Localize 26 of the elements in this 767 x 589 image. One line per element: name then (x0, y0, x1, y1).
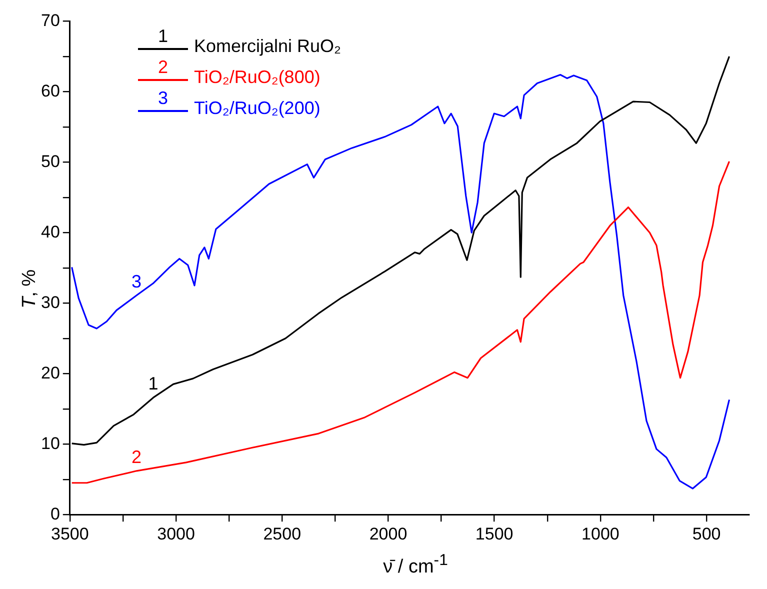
annotation: 3 (132, 271, 142, 292)
legend-label: Komercijalni RuO₂ (194, 36, 342, 57)
text: 1 (158, 26, 168, 46)
y-axis-title: T, % (19, 269, 40, 309)
legend-label: TiO₂/RuO₂(200) (194, 98, 320, 119)
x-tick-label: 3500 (50, 524, 89, 544)
x-tick-label: 1000 (582, 524, 620, 544)
y-tick-label: 70 (40, 10, 60, 30)
y-tick-label: 30 (40, 292, 60, 312)
x-tick-label: 1500 (475, 524, 514, 544)
text: 2 (158, 57, 168, 77)
x-tick-label: 500 (692, 524, 721, 544)
y-tick-label: 40 (40, 222, 60, 242)
x-tick-label: 3000 (157, 524, 195, 544)
annotation: 2 (132, 446, 142, 467)
y-tick-label: 10 (40, 434, 60, 453)
x-axis-title: ν̄ / cm$^{-1}$ (382, 552, 449, 578)
y-tick-label: 60 (40, 81, 60, 100)
x-tick-label: 2500 (263, 524, 302, 544)
y-tick-label: 50 (40, 152, 60, 171)
text: 3 (158, 88, 168, 108)
legend-label: TiO₂/RuO₂(800) (194, 67, 320, 88)
annotation: 1 (148, 374, 158, 394)
x-tick-label: 2000 (369, 524, 408, 544)
y-tick-label: 0 (50, 504, 60, 524)
y-tick-label: 20 (40, 363, 60, 382)
